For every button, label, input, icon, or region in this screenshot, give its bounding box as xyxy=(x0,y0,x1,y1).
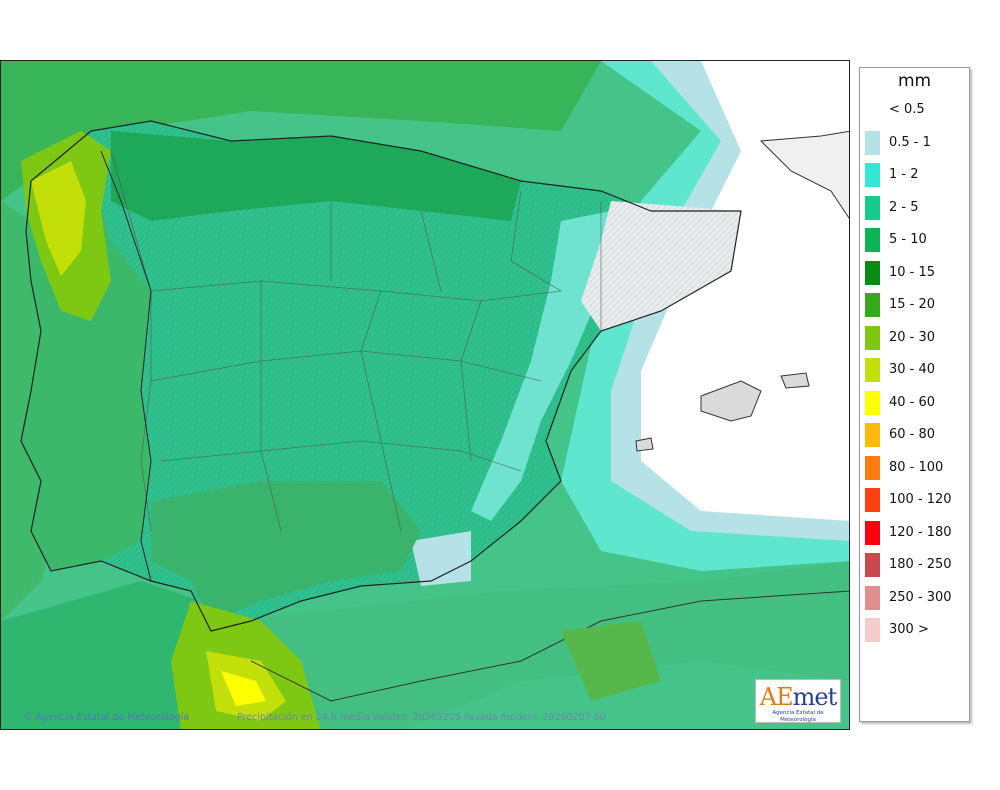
north-africa-coast xyxy=(250,590,849,702)
legend-swatch xyxy=(865,553,880,577)
south-sea-band xyxy=(231,561,849,729)
validity-text: Precipitación en 24 h media Validez: 202… xyxy=(237,712,606,723)
mallorca xyxy=(700,380,762,422)
levante-light-area xyxy=(471,211,611,521)
legend-label: 0.5 - 1 xyxy=(889,134,931,150)
legend-entry: 2 - 5 xyxy=(865,195,965,220)
legend-swatch xyxy=(865,390,880,415)
ibiza xyxy=(635,437,654,452)
legend-label: 30 - 40 xyxy=(889,362,936,377)
legend-swatch xyxy=(865,293,880,317)
legend-entry: 80 - 100 xyxy=(865,455,965,480)
precipitation-legend: mm < 0.5 0.5 - 1 1 - 2 2 - 5 5 - 10 10 - 15 15… xyxy=(859,67,970,722)
legend-swatch xyxy=(865,358,880,382)
legend-entry: 30 - 40 xyxy=(865,358,965,382)
murcia-pale-area xyxy=(411,531,471,586)
strait-wet-peak xyxy=(221,671,266,706)
legend-entry: 0.5 - 1 xyxy=(865,130,965,155)
legend-entry: 250 - 300 xyxy=(865,585,965,610)
east-land-edge xyxy=(759,130,849,219)
legend-entry: 1 - 2 xyxy=(865,163,965,187)
portugal-border xyxy=(100,150,152,582)
legend-entry: 60 - 80 xyxy=(865,423,965,447)
legend-label: 1 - 2 xyxy=(889,167,919,182)
legend-label: 300 > xyxy=(889,622,929,637)
algeria-patch xyxy=(561,621,661,701)
legend-entry: 10 - 15 xyxy=(865,260,965,285)
legend-swatch xyxy=(865,98,880,122)
aemet-subtitle: Agencia Estatal de Meteorología xyxy=(772,710,824,723)
east-dry-area xyxy=(641,61,849,521)
legend-entry: 20 - 30 xyxy=(865,325,965,350)
legend-label: 5 - 10 xyxy=(889,232,927,247)
region-borders xyxy=(110,150,602,532)
aemet-logo: AEmet Agencia Estatal de Meteorología xyxy=(755,679,841,723)
legend-entry: 100 - 120 xyxy=(865,488,965,512)
legend-label: 40 - 60 xyxy=(889,394,936,410)
legend-entry: 5 - 10 xyxy=(865,228,965,252)
cantabrian-area xyxy=(111,131,521,221)
legend-swatch xyxy=(865,585,880,610)
legend-label: 100 - 120 xyxy=(889,492,952,507)
legend-swatch xyxy=(865,163,880,187)
legend-entry: < 0.5 xyxy=(865,98,965,122)
legend-swatch xyxy=(865,423,880,447)
map-canvas xyxy=(1,61,849,729)
legend-label: 20 - 30 xyxy=(889,329,936,345)
legend-swatch xyxy=(865,325,880,350)
legend-swatch xyxy=(865,228,880,252)
legend-entry: 15 - 20 xyxy=(865,293,965,317)
legend-swatch xyxy=(865,260,880,285)
legend-entry: 40 - 60 xyxy=(865,390,965,415)
legend-title: mm xyxy=(897,71,932,91)
legend-swatch xyxy=(865,455,880,480)
copyright-text: © Agencia Estatal de Meteorología xyxy=(23,712,190,723)
legend-entry: 300 > xyxy=(865,618,965,642)
legend-label: 120 - 180 xyxy=(889,524,952,540)
legend-swatch xyxy=(865,520,880,545)
legend-entry: 120 - 180 xyxy=(865,520,965,545)
legend-label: 250 - 300 xyxy=(889,589,952,605)
legend-label: 15 - 20 xyxy=(889,297,936,312)
legend-entry: 180 - 250 xyxy=(865,553,965,577)
legend-swatch xyxy=(865,618,880,642)
legend-label: 80 - 100 xyxy=(889,459,944,475)
aemet-wordmark: AEmet xyxy=(759,683,837,711)
legend-swatch xyxy=(865,130,880,155)
legend-label: 180 - 250 xyxy=(889,557,952,572)
legend-label: < 0.5 xyxy=(889,102,925,117)
menorca xyxy=(780,372,810,389)
precipitation-map: © Agencia Estatal de Meteorología Precip… xyxy=(0,60,850,730)
sw-sea-band xyxy=(1,581,231,729)
legend-label: 60 - 80 xyxy=(889,427,936,442)
atlantic-north-band xyxy=(1,61,601,201)
legend-swatch xyxy=(865,488,880,512)
catalonia-relief xyxy=(581,201,741,331)
legend-label: 10 - 15 xyxy=(889,264,936,280)
andalusia-area xyxy=(151,481,421,621)
iberia-coastline xyxy=(20,120,742,632)
legend-swatch xyxy=(865,195,880,220)
legend-label: 2 - 5 xyxy=(889,199,919,215)
galicia-wet-core xyxy=(31,161,86,276)
